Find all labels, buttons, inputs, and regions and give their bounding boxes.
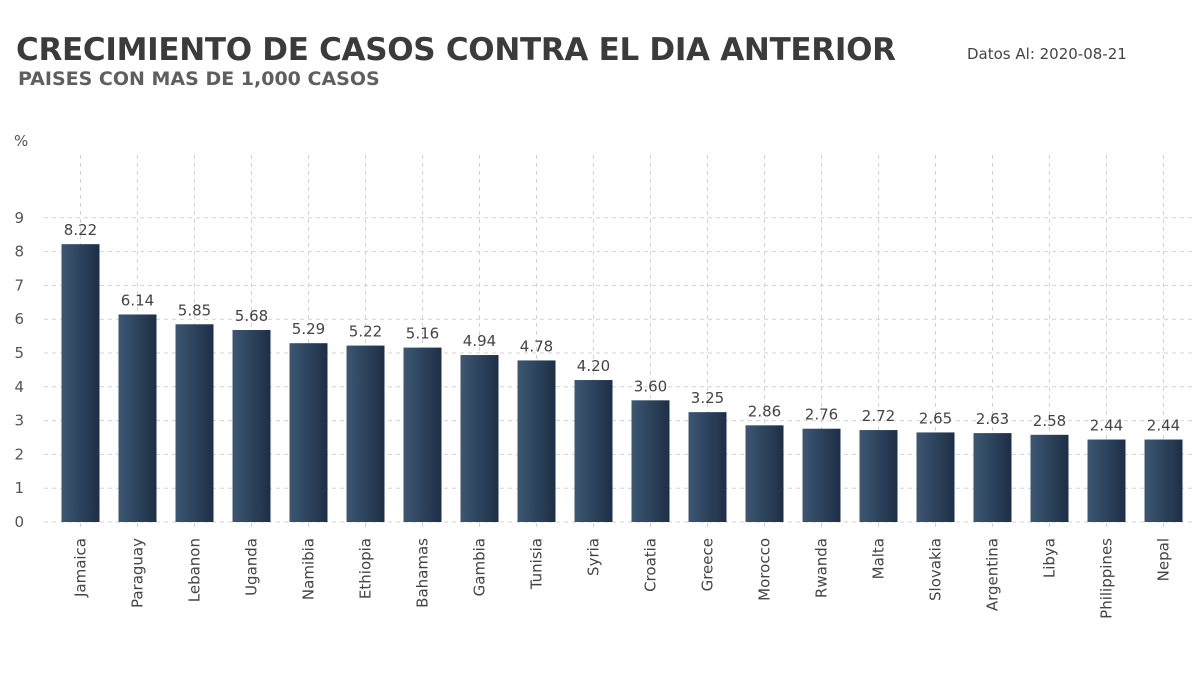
y-tick-label: 0 [14, 513, 24, 531]
bar-croatia [631, 400, 670, 522]
data-label: 4.78 [520, 337, 553, 355]
y-tick-label: 8 [14, 243, 24, 261]
y-tick-label: 7 [14, 276, 24, 294]
x-tick-label: Ethiopia [357, 538, 375, 599]
data-label: 5.29 [292, 320, 325, 338]
data-label: 5.85 [178, 301, 211, 319]
x-tick-label: Gambia [471, 538, 489, 596]
data-label: 4.20 [577, 357, 610, 375]
data-label: 2.86 [748, 402, 781, 420]
y-tick-label: 3 [14, 412, 24, 430]
data-label: 2.44 [1090, 417, 1123, 435]
y-tick-label: 5 [14, 344, 24, 362]
bar-namibia [289, 343, 328, 522]
grid-lines [44, 155, 1192, 530]
data-labels: 8.22 6.14 5.85 5.68 5.29 5.22 5.16 4.94 4.78 4.20… [64, 221, 1180, 434]
data-label: 8.22 [64, 221, 97, 239]
data-label: 2.76 [805, 406, 838, 424]
x-axis-ticks: Jamaica Paraguay Lebanon Uganda Namibia Ethio… [72, 538, 1173, 619]
bar-lebanon [175, 324, 214, 522]
data-label: 2.58 [1033, 412, 1066, 430]
x-tick-label: Philippines [1098, 538, 1116, 619]
x-tick-label: Paraguay [129, 538, 147, 608]
bar-bahamas [403, 347, 442, 522]
x-tick-label: Croatia [642, 538, 660, 592]
data-label: 4.94 [463, 332, 496, 350]
bar-syria [574, 380, 613, 522]
x-tick-label: Lebanon [186, 538, 204, 602]
data-label: 2.72 [862, 407, 895, 425]
bar-malta [859, 430, 898, 522]
x-tick-label: Slovakia [927, 538, 945, 601]
data-label: 5.22 [349, 323, 382, 341]
bar-argentina [973, 433, 1012, 522]
data-label: 2.63 [976, 410, 1009, 428]
bar-jamaica [61, 244, 100, 522]
chart-title: CRECIMIENTO DE CASOS CONTRA EL DIA ANTER… [16, 32, 896, 68]
x-tick-label: Tunisia [528, 538, 546, 590]
chart-subtitle: PAISES CON MAS DE 1,000 CASOS [18, 68, 380, 90]
data-label: 5.16 [406, 325, 439, 343]
data-label: 3.25 [691, 389, 724, 407]
y-tick-label: 1 [14, 479, 24, 497]
data-label: 3.60 [634, 377, 667, 395]
x-tick-label: Libya [1041, 538, 1059, 578]
x-tick-label: Rwanda [813, 538, 831, 598]
data-label: 2.44 [1147, 417, 1180, 435]
x-tick-label: Morocco [756, 538, 774, 601]
y-axis-ticks: 0 1 2 3 4 5 6 7 8 9 [14, 209, 24, 531]
bar-libya [1030, 434, 1069, 522]
x-tick-label: Malta [870, 538, 888, 579]
bar-greece [688, 412, 727, 522]
bar-morocco [745, 425, 784, 522]
x-tick-label: Namibia [300, 538, 318, 600]
data-label: 2.65 [919, 409, 952, 427]
bar-gambia [460, 355, 499, 522]
y-tick-label: 6 [14, 310, 24, 328]
x-tick-label: Argentina [984, 538, 1002, 611]
bar-uganda [232, 330, 271, 522]
bar-paraguay [118, 314, 157, 522]
bars [61, 244, 1183, 522]
x-tick-label: Nepal [1155, 538, 1173, 581]
data-label: 5.68 [235, 307, 268, 325]
bar-tunisia [517, 360, 556, 522]
bar-rwanda [802, 428, 841, 522]
bar-philippines [1087, 439, 1126, 522]
x-tick-label: Jamaica [72, 538, 90, 598]
y-tick-label: 9 [14, 209, 24, 227]
y-tick-label: 4 [14, 378, 24, 396]
bar-slovakia [916, 432, 955, 522]
x-tick-label: Greece [699, 538, 717, 591]
bar-nepal [1144, 439, 1183, 522]
x-tick-label: Bahamas [414, 538, 432, 608]
data-date-label: Datos Al: 2020-08-21 [967, 45, 1127, 63]
data-label: 6.14 [121, 291, 154, 309]
x-tick-label: Syria [585, 538, 603, 576]
bar-ethiopia [346, 345, 385, 522]
y-tick-label: 2 [14, 445, 24, 463]
y-axis-label: % [14, 132, 28, 150]
x-tick-label: Uganda [243, 538, 261, 596]
